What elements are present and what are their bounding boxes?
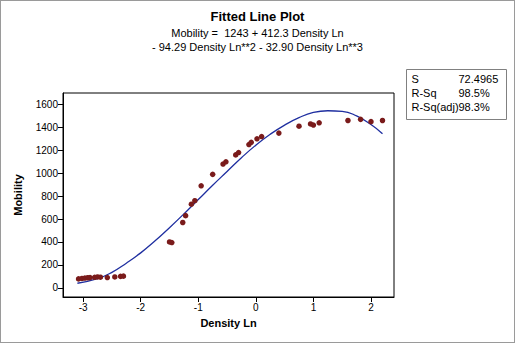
svg-text:800: 800 bbox=[41, 191, 58, 202]
svg-text:-3: -3 bbox=[79, 302, 88, 313]
svg-text:2: 2 bbox=[368, 302, 374, 313]
svg-text:1: 1 bbox=[311, 302, 317, 313]
svg-text:-1: -1 bbox=[194, 302, 203, 313]
svg-text:- 94.29 Density Ln**2 - 32.90: - 94.29 Density Ln**2 - 32.90 Density Ln… bbox=[152, 41, 363, 53]
svg-text:R-Sq(adj): R-Sq(adj) bbox=[412, 101, 459, 113]
svg-text:Mobility: Mobility bbox=[12, 173, 24, 215]
svg-text:98.5%: 98.5% bbox=[459, 87, 490, 99]
svg-text:R-Sq: R-Sq bbox=[412, 87, 437, 99]
svg-text:200: 200 bbox=[41, 259, 58, 270]
svg-text:1400: 1400 bbox=[36, 122, 59, 133]
svg-text:Mobility = 1243 + 412.3 Densi: Mobility = 1243 + 412.3 Density Ln bbox=[171, 27, 343, 39]
svg-text:600: 600 bbox=[41, 214, 58, 225]
svg-text:1000: 1000 bbox=[36, 168, 59, 179]
svg-text:0: 0 bbox=[253, 302, 259, 313]
svg-text:400: 400 bbox=[41, 236, 58, 247]
svg-text:98.3%: 98.3% bbox=[459, 101, 490, 113]
svg-text:72.4965: 72.4965 bbox=[459, 73, 499, 85]
svg-text:Density Ln: Density Ln bbox=[200, 317, 257, 329]
svg-text:Fitted Line Plot: Fitted Line Plot bbox=[211, 9, 306, 24]
svg-text:S: S bbox=[412, 73, 419, 85]
svg-text:0: 0 bbox=[52, 282, 58, 293]
svg-text:1200: 1200 bbox=[36, 145, 59, 156]
svg-text:1600: 1600 bbox=[36, 99, 59, 110]
svg-text:-2: -2 bbox=[136, 302, 145, 313]
